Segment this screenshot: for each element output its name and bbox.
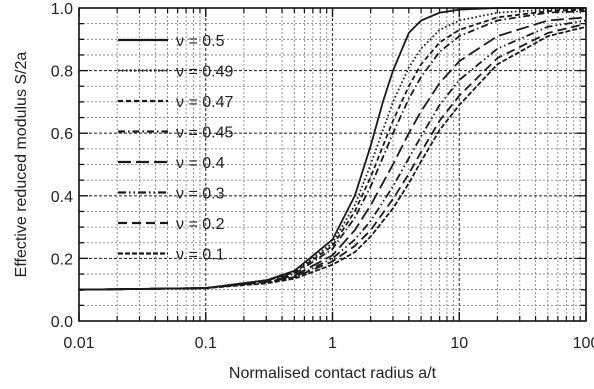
x-axis-title: Normalised contact radius a/t <box>229 365 437 382</box>
x-tick-label: 0.01 <box>63 335 94 352</box>
axis-ticks: 0.01 0.1 1 10 100 0.0 0.2 0.4 0.6 0.8 1.0 <box>51 1 594 352</box>
x-tick-label: 100 <box>573 335 594 352</box>
legend-label-3: ν = 0.47 <box>176 94 233 111</box>
series-line-7 <box>78 22 587 291</box>
series-line-6 <box>78 19 587 291</box>
y-axis-title: Effective reduced modulus S/2a <box>13 52 30 278</box>
legend-label-2: ν = 0.49 <box>176 64 233 81</box>
legend-label-5: ν = 0.4 <box>176 155 225 172</box>
y-tick-label: 1.0 <box>51 1 73 18</box>
series-line-5 <box>78 16 587 291</box>
legend: ν = 0.5 ν = 0.49 ν = 0.47 ν = 0.45 ν = 0.4 ν … <box>118 33 233 264</box>
y-tick-label: 0.8 <box>51 64 73 81</box>
series-line-2 <box>78 7 587 291</box>
series-line-8 <box>78 25 587 291</box>
legend-label-4: ν = 0.45 <box>176 125 233 142</box>
legend-label-1: ν = 0.5 <box>176 33 225 50</box>
y-tick-label: 0.6 <box>51 126 73 143</box>
x-tick-label: 0.1 <box>195 335 217 352</box>
y-tick-label: 0.4 <box>51 189 73 206</box>
y-tick-label: 0.0 <box>51 314 73 331</box>
y-tick-label: 0.2 <box>51 251 73 268</box>
legend-label-7: ν = 0.2 <box>176 216 225 233</box>
series-line-4 <box>78 10 587 291</box>
legend-label-6: ν = 0.3 <box>176 186 225 203</box>
x-tick-label: 1 <box>328 335 337 352</box>
series-line-3 <box>78 8 587 291</box>
legend-label-8: ν = 0.1 <box>176 247 225 264</box>
x-tick-label: 10 <box>450 335 468 352</box>
